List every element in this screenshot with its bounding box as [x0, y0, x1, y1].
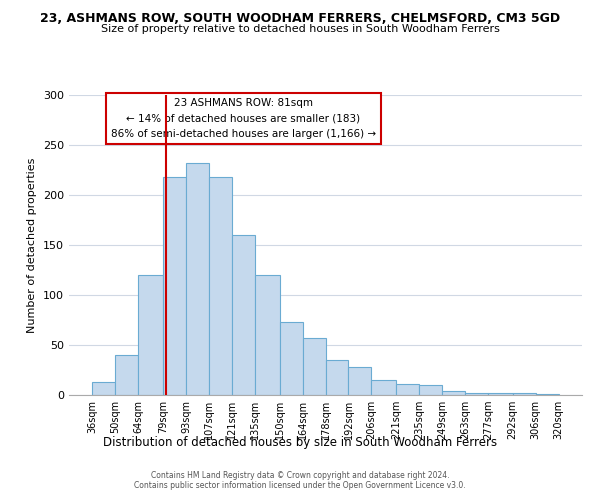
Bar — [92, 382, 115, 395]
Bar — [513, 393, 536, 395]
Bar — [115, 355, 138, 395]
Bar — [442, 391, 465, 395]
Y-axis label: Number of detached properties: Number of detached properties — [28, 158, 37, 332]
Bar — [326, 360, 349, 395]
Text: Contains HM Land Registry data © Crown copyright and database right 2024.: Contains HM Land Registry data © Crown c… — [151, 472, 449, 480]
Text: Distribution of detached houses by size in South Woodham Ferrers: Distribution of detached houses by size … — [103, 436, 497, 449]
Bar — [186, 163, 209, 395]
Text: 23 ASHMANS ROW: 81sqm
← 14% of detached houses are smaller (183)
86% of semi-det: 23 ASHMANS ROW: 81sqm ← 14% of detached … — [111, 98, 376, 139]
Bar — [371, 380, 396, 395]
Bar — [209, 177, 232, 395]
Text: Contains public sector information licensed under the Open Government Licence v3: Contains public sector information licen… — [134, 482, 466, 490]
Bar — [488, 393, 513, 395]
Bar — [396, 384, 419, 395]
Bar — [138, 275, 163, 395]
Text: Size of property relative to detached houses in South Woodham Ferrers: Size of property relative to detached ho… — [101, 24, 499, 34]
Bar — [536, 394, 559, 395]
Bar — [302, 338, 325, 395]
Bar — [280, 322, 302, 395]
Bar — [163, 177, 186, 395]
Bar — [255, 275, 280, 395]
Bar — [349, 367, 371, 395]
Bar — [232, 235, 255, 395]
Text: 23, ASHMANS ROW, SOUTH WOODHAM FERRERS, CHELMSFORD, CM3 5GD: 23, ASHMANS ROW, SOUTH WOODHAM FERRERS, … — [40, 12, 560, 26]
Bar — [465, 393, 488, 395]
Bar — [419, 385, 442, 395]
